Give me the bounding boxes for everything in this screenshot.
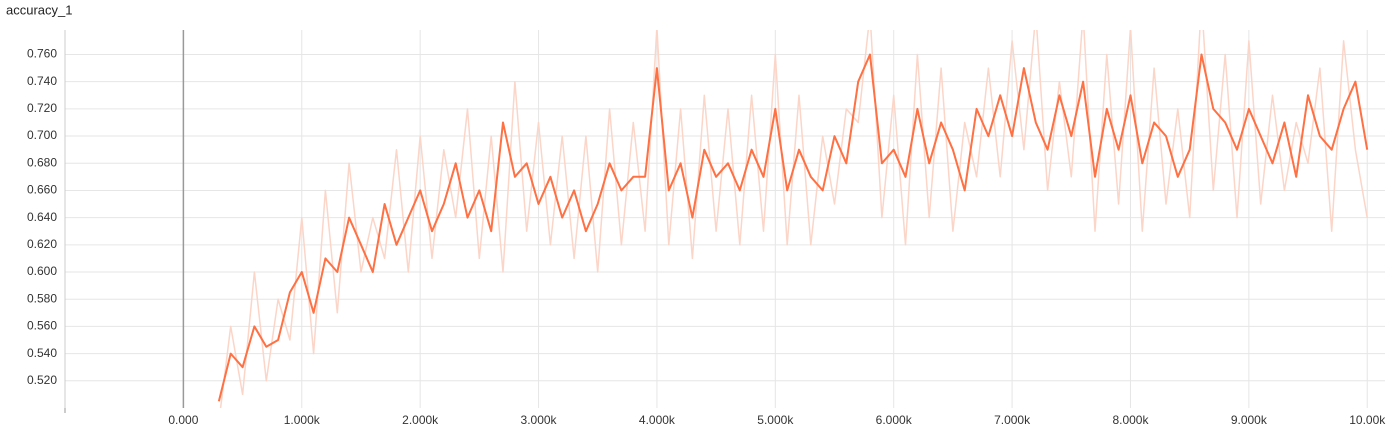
y-tick-label: 0.560 bbox=[27, 319, 57, 333]
x-tick-label: 9.000k bbox=[1231, 413, 1268, 427]
x-tick-label: 2.000k bbox=[402, 413, 439, 427]
x-tick-label: 8.000k bbox=[1112, 413, 1149, 427]
y-tick-label: 0.700 bbox=[27, 128, 57, 142]
chart-title: accuracy_1 bbox=[6, 2, 72, 17]
x-tick-label: 3.000k bbox=[521, 413, 558, 427]
y-tick-label: 0.720 bbox=[27, 101, 57, 115]
y-tick-label: 0.580 bbox=[27, 291, 57, 305]
x-tick-label: 6.000k bbox=[876, 413, 913, 427]
y-tick-label: 0.760 bbox=[27, 47, 57, 61]
x-tick-label: 0.000 bbox=[168, 413, 198, 427]
y-tick-label: 0.680 bbox=[27, 155, 57, 169]
x-tick-label: 1.000k bbox=[284, 413, 321, 427]
plot-area bbox=[217, 30, 1369, 408]
y-tick-label: 0.740 bbox=[27, 74, 57, 88]
y-tick-label: 0.620 bbox=[27, 237, 57, 251]
y-tick-label: 0.640 bbox=[27, 210, 57, 224]
series-line bbox=[219, 30, 1368, 408]
y-tick-label: 0.520 bbox=[27, 373, 57, 387]
x-tick-label: 10.00k bbox=[1349, 413, 1386, 427]
y-tick-label: 0.600 bbox=[27, 264, 57, 278]
x-tick-label: 5.000k bbox=[757, 413, 794, 427]
x-tick-label: 7.000k bbox=[994, 413, 1031, 427]
series-line bbox=[217, 53, 1369, 402]
tick-labels: 0.520 0.540 0.560 0.580 0.600 0.620 0.640 0.660… bbox=[27, 47, 1386, 428]
y-tick-label: 0.660 bbox=[27, 183, 57, 197]
grid bbox=[64, 30, 1385, 413]
x-tick-label: 4.000k bbox=[639, 413, 676, 427]
y-tick-label: 0.540 bbox=[27, 346, 57, 360]
